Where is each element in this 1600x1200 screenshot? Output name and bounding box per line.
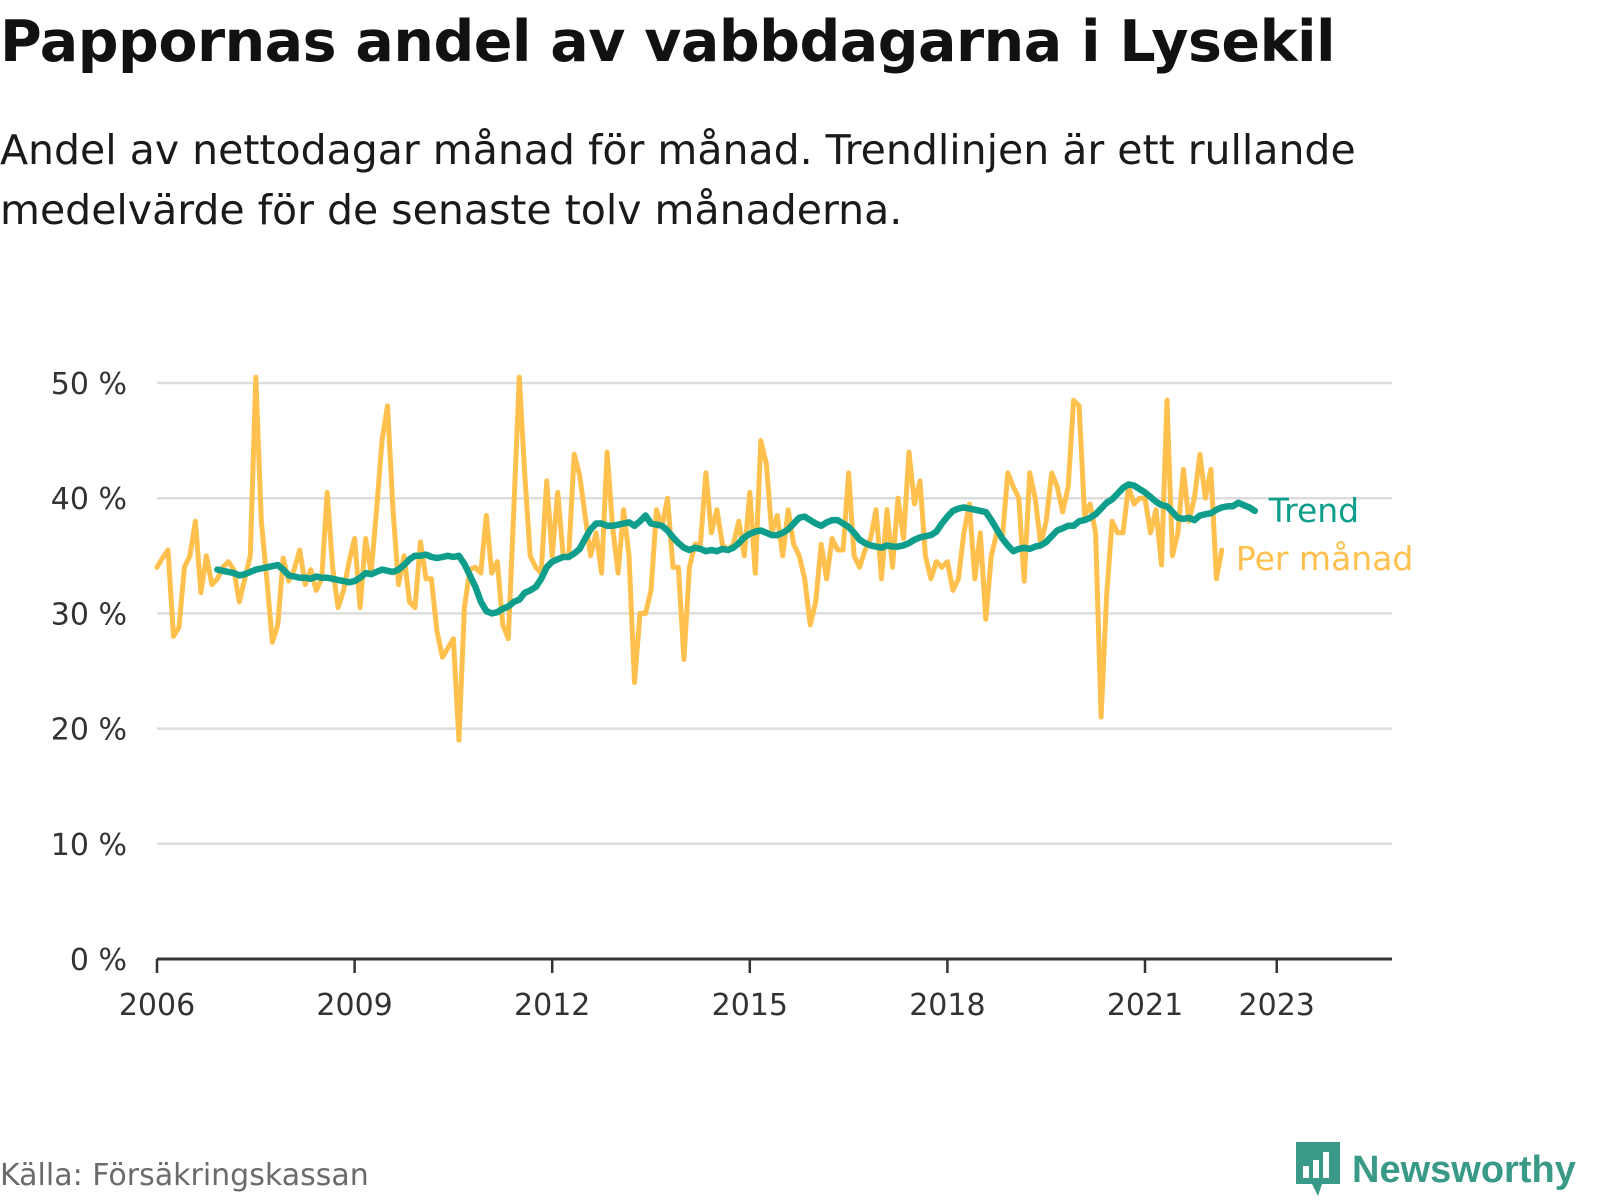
series-lines [154, 374, 1259, 743]
chart-subtitle: Andel av nettodagar månad för månad. Tre… [0, 126, 1356, 234]
x-tick-label: 2006 [119, 988, 195, 1023]
monthly-line [154, 374, 1225, 743]
series-labels: Trend Per månad [1236, 491, 1414, 578]
y-tick-label: 50 % [51, 367, 127, 402]
x-tick-label: 2015 [712, 988, 788, 1023]
trend-line [214, 481, 1259, 617]
brand-logo: Newsworthy [1292, 1140, 1576, 1200]
trend-series-label: Trend [1268, 491, 1359, 530]
grid-lines [157, 381, 1392, 846]
source-note: Källa: Försäkringskassan [0, 1158, 369, 1193]
x-axis: 2006 2009 2012 2015 2018 2021 2023 [119, 957, 1392, 1023]
y-tick-label: 40 % [51, 482, 127, 517]
x-tick-label: 2023 [1239, 988, 1315, 1023]
y-tick-label: 0 % [70, 943, 127, 978]
x-tick-label: 2021 [1107, 988, 1183, 1023]
newsworthy-logo-icon [1296, 1142, 1340, 1196]
x-tick-label: 2018 [909, 988, 985, 1023]
y-axis-tick-labels: 0 % 10 % 20 % 30 % 40 % 50 % [51, 367, 127, 978]
brand-name: Newsworthy [1352, 1148, 1576, 1191]
y-tick-label: 20 % [51, 713, 127, 748]
y-tick-label: 10 % [51, 828, 127, 863]
x-tick-label: 2012 [514, 988, 590, 1023]
x-tick-label: 2009 [316, 988, 392, 1023]
chart-title: Pappornas andel av vabbdagarna i Lysekil [0, 9, 1336, 75]
monthly-series-label: Per månad [1236, 539, 1414, 578]
line-chart: 0 % 10 % 20 % 30 % 40 % 50 % 2006 2009 2012 2015… [51, 367, 1414, 1023]
y-tick-label: 30 % [51, 597, 127, 632]
